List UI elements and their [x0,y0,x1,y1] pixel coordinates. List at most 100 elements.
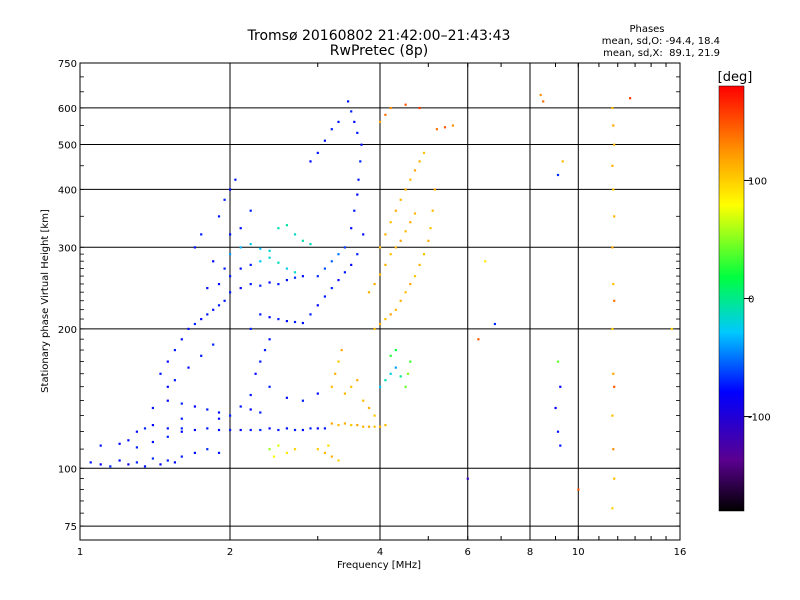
data-point [218,215,220,217]
data-point [218,304,220,306]
data-point [324,140,326,142]
data-point [337,424,339,426]
data-point [384,379,386,381]
data-point [229,291,231,293]
data-point [273,456,275,458]
data-point [212,344,214,346]
data-point [286,279,288,281]
data-point [194,405,196,407]
colorbar-tick-label: 100 [748,176,767,187]
data-point [374,328,376,330]
data-point [250,394,252,396]
data-point [350,110,352,112]
data-point [414,275,416,277]
data-point [324,268,326,270]
data-point [395,246,397,248]
data-point [324,452,326,454]
data-point [136,461,138,463]
data-point [277,429,279,431]
data-point [384,264,386,266]
axis-ticks: 1 2 4 6 8 10 16 75 100 200 300 400 500 600 750 [58,59,686,558]
data-point [277,227,279,229]
data-point [559,386,561,388]
data-point [302,322,304,324]
x-tick-label: 8 [527,547,533,558]
data-point [294,271,296,273]
data-point [269,427,271,429]
data-point [269,448,271,450]
data-point [611,246,613,248]
data-point [344,246,346,248]
data-point [331,422,333,424]
data-point [444,126,446,128]
legend-title: Phases [629,24,664,35]
data-point [356,132,358,134]
data-point [250,429,252,431]
data-point [559,445,561,447]
data-point [200,318,202,320]
data-point [414,212,416,214]
data-point [395,210,397,212]
data-point [612,283,614,285]
data-point [384,233,386,235]
data-point [353,210,355,212]
data-point [409,283,411,285]
data-point [269,281,271,283]
data-point [395,349,397,351]
data-point [229,415,231,417]
data-point [331,128,333,130]
colorbar-ticks: -100 0 100 [744,176,771,423]
data-point [379,386,381,388]
data-point [613,300,615,302]
data-point [467,478,469,480]
data-point [629,97,631,99]
data-point [250,210,252,212]
data-point [302,429,304,431]
data-point [229,188,231,190]
data-point [540,94,542,96]
data-point [557,431,559,433]
data-point [341,349,343,351]
data-point [259,313,261,315]
data-point [309,313,311,315]
data-point [264,349,266,351]
data-point [317,304,319,306]
y-axis-label: Stationary phase Virtual Height [km] [40,209,51,393]
data-point [218,418,220,420]
data-point [250,408,252,410]
colorbar-tick-label: -100 [748,413,771,424]
data-point [347,100,349,102]
data-point [374,426,376,428]
data-point [612,448,614,450]
data-point [409,221,411,223]
data-point [317,448,319,450]
data-point [259,285,261,287]
data-point [317,393,319,395]
data-point [277,445,279,447]
data-point [390,107,392,109]
data-point [250,264,252,266]
x-tick-label: 1 [77,547,83,558]
data-point [309,427,311,429]
data-point [200,233,202,235]
data-point [277,318,279,320]
data-point [194,323,196,325]
data-point [269,338,271,340]
data-point [206,313,208,315]
data-point [429,227,431,229]
data-point [344,271,346,273]
phase-legend: Phases mean, sd,O: -94.4, 18.4 mean, sd,… [602,24,720,59]
data-point [240,268,242,270]
data-point [194,246,196,248]
data-point [294,233,296,235]
data-point [400,300,402,302]
data-point [269,257,271,259]
data-point [350,227,352,229]
data-point [611,328,613,330]
data-point [200,355,202,357]
data-point [360,144,362,146]
y-tick-label: 600 [58,104,77,115]
data-point [302,275,304,277]
data-point [423,152,425,154]
data-point [395,309,397,311]
